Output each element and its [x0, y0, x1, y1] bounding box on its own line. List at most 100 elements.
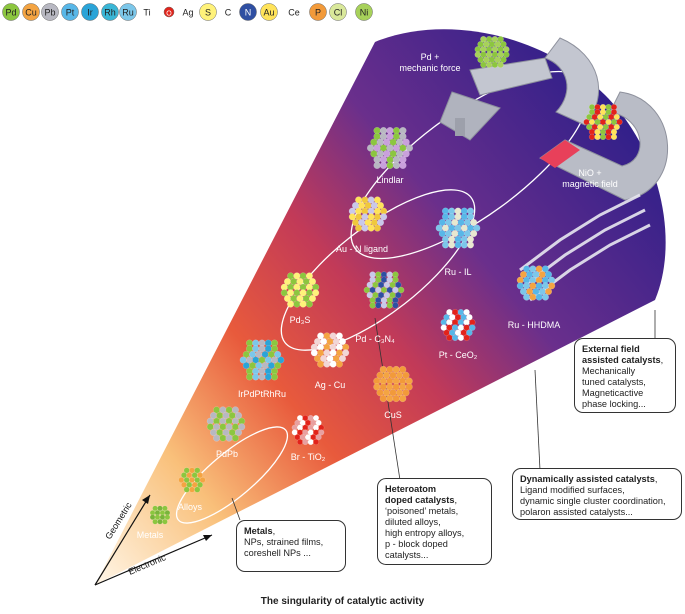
atom-sphere [162, 505, 168, 512]
atom-sphere [451, 334, 459, 341]
atom-sphere [395, 291, 402, 299]
cluster-label-cus: CuS [384, 410, 402, 420]
atom-sphere [402, 138, 410, 146]
atom-sphere [399, 365, 407, 374]
legend-label-rh: Rh [104, 8, 116, 18]
legend-swatch-c [219, 3, 237, 21]
legend-swatch-ru [119, 3, 137, 21]
atom-sphere [305, 300, 313, 308]
atom-sphere [194, 467, 201, 474]
electronic-axis [94, 534, 213, 586]
legend-label-cu: Cu [25, 8, 37, 18]
atom-sphere [361, 224, 369, 232]
atom-sphere [287, 300, 295, 308]
electronic-arrowhead [203, 535, 212, 541]
atom-sphere [467, 213, 475, 221]
atom-sphere [348, 213, 356, 221]
atom-sphere [446, 334, 453, 341]
legend-label-ir: Ir [87, 8, 93, 18]
atom-sphere [271, 373, 279, 381]
cluster-labels: Metals Alloys PdPb Br - TiO₂ IrPdPtRhRu Ag - … [137, 52, 618, 540]
metals-box-title: Metals [244, 526, 273, 536]
legend-label-ce: Ce [288, 8, 300, 18]
atom-sphere [379, 161, 388, 170]
atom-sphere [196, 481, 203, 488]
atom-sphere [392, 161, 401, 170]
element-legend: Pd Cu Pb Pt Ir Rh Ru Ti O Ag S C N Au Ce P Cl Ni [2, 3, 373, 21]
cluster-label-ru-hhdma: Ru - HHDMA [508, 320, 561, 330]
legend-label-ag: Ag [182, 8, 193, 18]
cluster-pdpb [206, 406, 246, 442]
atom-sphere [457, 334, 465, 341]
cluster-label-metals: Metals [137, 530, 164, 540]
atom-sphere [470, 218, 478, 226]
atom-sphere [386, 302, 393, 309]
atom-sphere [280, 289, 288, 297]
cluster-label-lindlar: Lindlar [376, 175, 403, 185]
cluster-metals [149, 505, 171, 525]
atom-sphere [613, 113, 620, 121]
figure-caption: The singularity of catalytic activity [260, 596, 425, 607]
atom-sphere [610, 133, 618, 141]
cluster-pd-force [474, 36, 510, 69]
atom-sphere [323, 360, 331, 368]
atom-sphere [274, 350, 282, 358]
legend-swatch-ni [355, 3, 373, 21]
legend-swatch-rh [101, 3, 119, 21]
axes [94, 494, 213, 586]
atom-sphere [225, 434, 233, 442]
atom-sphere [541, 265, 549, 273]
atom-sphere [342, 349, 350, 357]
geometric-axis [94, 494, 151, 586]
dynamic-box-title: Dynamically assisted catalysts [520, 474, 655, 484]
legend-label-s: S [205, 8, 211, 18]
atom-sphere [277, 356, 285, 364]
atom-sphere [264, 373, 272, 381]
legend-label-o: O [166, 11, 172, 18]
cluster-cus [373, 365, 413, 403]
atom-sphere [448, 241, 456, 249]
atom-sphere [392, 302, 399, 309]
atom-sphere [315, 419, 322, 426]
atom-sphere [339, 355, 347, 363]
atom-sphere [405, 144, 414, 152]
atom-sphere [438, 230, 446, 238]
cluster-nio-mag [583, 103, 623, 141]
legend-label-pt: Pt [66, 8, 75, 18]
cluster-label-ru-il: Ru - IL [444, 267, 471, 277]
legend-swatch-o [163, 6, 175, 18]
legend-swatch-n [239, 3, 257, 21]
atom-sphere [329, 360, 337, 368]
atom-sphere [317, 360, 325, 368]
atom-sphere [309, 295, 317, 303]
atom-sphere [588, 133, 596, 141]
atom-sphere [312, 289, 320, 297]
atom-sphere [594, 133, 601, 141]
atom-sphere [339, 338, 347, 346]
atom-sphere [402, 150, 410, 158]
cluster-label-pdpb: PdPb [216, 449, 238, 459]
atom-sphere [231, 406, 239, 414]
atom-sphere [297, 439, 304, 446]
atom-sphere [545, 288, 553, 296]
cluster-label-pd3s: Pd₃S [290, 315, 311, 325]
atom-sphere [503, 51, 510, 58]
atom-sphere [199, 477, 206, 484]
atom-sphere [377, 218, 385, 226]
legend-swatch-ti [138, 3, 156, 21]
atom-sphere [395, 281, 402, 289]
atom-sphere [355, 224, 363, 232]
cluster-label-alloys: Alloys [178, 502, 203, 512]
dynamic-box: Dynamically assisted catalysts, Ligand m… [512, 468, 682, 520]
legend-swatch-s [199, 3, 217, 21]
legend-label-pb: Pb [44, 8, 55, 18]
atom-sphere [234, 412, 242, 420]
leader-line-metals [231, 497, 241, 521]
atom-sphere [399, 132, 407, 141]
heteroatom-box-title: Heteroatom doped catalysts [385, 484, 455, 505]
atom-sphere [497, 36, 504, 43]
cluster-pd-c3n4 [363, 271, 405, 309]
atom-sphere [541, 293, 549, 301]
cluster-label-nio-mag: NiO + magnetic field [562, 168, 618, 189]
